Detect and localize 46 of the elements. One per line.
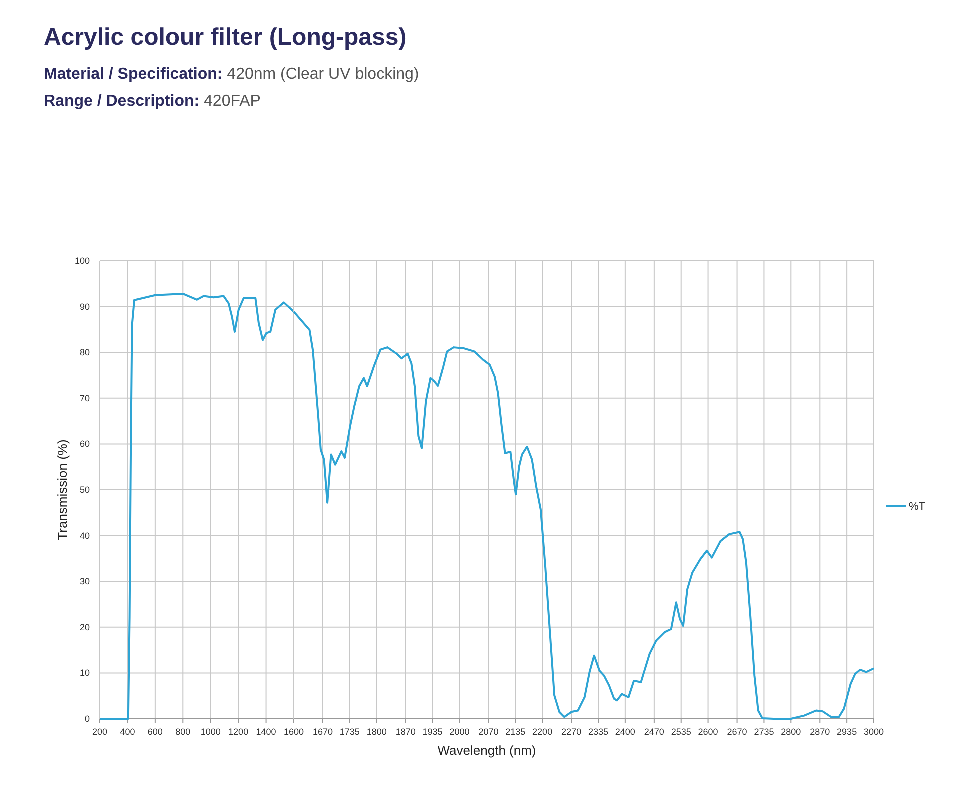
x-tick-label: 2735	[754, 727, 774, 737]
chart-title: Acrylic colour filter (Long-pass)	[44, 24, 407, 51]
x-tick-label: 1400	[256, 727, 276, 737]
y-tick-label: 90	[80, 302, 90, 312]
y-tick-label: 40	[80, 530, 90, 541]
x-tick-label: 2470	[644, 727, 664, 737]
x-tick-label: 2670	[727, 727, 748, 737]
x-tick-label: 2200	[532, 727, 553, 737]
y-tick-label: 50	[80, 485, 90, 495]
x-tick-label: 2535	[671, 727, 692, 737]
x-tick-label: 2000	[450, 727, 470, 737]
x-tick-label: 200	[92, 727, 108, 737]
x-tick-label: 600	[148, 727, 163, 737]
y-tick-label: 0	[84, 714, 90, 724]
x-tick-label: 1935	[422, 727, 443, 737]
y-tick-label: 30	[80, 576, 90, 587]
x-tick-label: 2400	[615, 727, 636, 737]
x-tick-label: 800	[176, 727, 191, 737]
x-tick-label: 1200	[228, 727, 249, 737]
y-axis-title: Transmission (%)	[55, 440, 70, 540]
y-tick-label: 70	[80, 393, 90, 404]
x-tick-label: 2270	[562, 727, 582, 737]
x-tick-label: 1670	[312, 727, 334, 737]
x-axis-title: Wavelength (nm)	[438, 743, 536, 758]
x-tick-label: 1735	[340, 727, 360, 737]
y-tick-label: 60	[80, 439, 90, 450]
x-tick-label: 400	[120, 727, 136, 737]
x-tick-label: 2935	[837, 727, 858, 737]
x-tick-label: 1800	[366, 727, 387, 737]
x-tick-label: 2800	[781, 727, 802, 737]
y-tick-label: 80	[80, 348, 90, 358]
x-tick-label: 2135	[506, 727, 526, 737]
text: Range / Description: 420FAP	[44, 93, 261, 110]
x-tick-label: 1000	[200, 727, 221, 737]
x-tick-label: 2600	[698, 727, 718, 737]
x-tick-label: 1870	[396, 727, 416, 737]
y-tick-label: 100	[74, 256, 90, 266]
chart-subtitle: Material / Specification: 420nm (Clear UV blocking)	[44, 66, 420, 83]
x-tick-label: 2870	[810, 727, 830, 737]
x-tick-label: 1600	[284, 727, 304, 737]
x-tick-label: 3000	[864, 727, 884, 737]
y-tick-label: 20	[80, 622, 90, 632]
x-tick-label: 2335	[588, 727, 609, 737]
legend-label: %T	[909, 501, 926, 513]
x-tick-label: 2070	[478, 727, 499, 737]
y-tick-label: 10	[80, 668, 90, 678]
